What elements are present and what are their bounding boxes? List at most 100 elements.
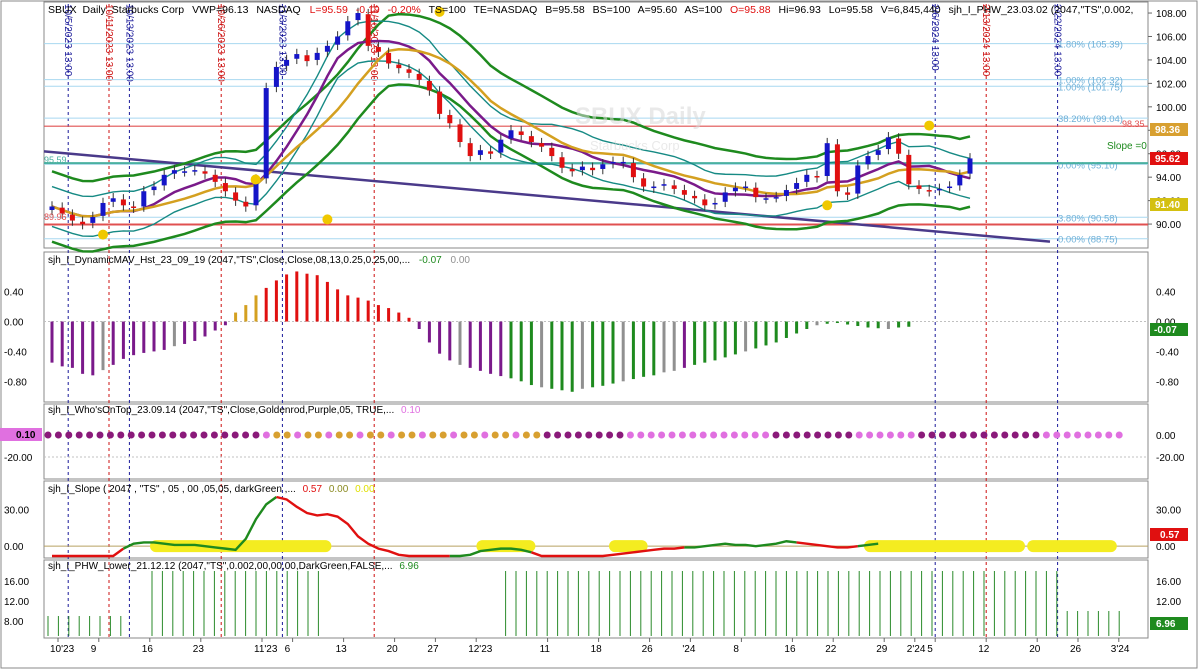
x-tick-label-6: 13 <box>336 644 348 655</box>
wot-dot-49 <box>554 431 562 439</box>
wot-dot-56 <box>626 431 634 439</box>
candle-body-69 <box>753 187 759 198</box>
wot-dot-68 <box>751 431 759 439</box>
candle-body-27 <box>324 45 330 52</box>
wot-dot-42 <box>481 431 489 439</box>
badge-slope: 0.57 <box>1150 528 1188 541</box>
candle-body-42 <box>477 150 483 155</box>
lower-tick-right-1: 12.00 <box>1156 597 1181 608</box>
hist-tick-right-0: 0.40 <box>1156 288 1176 299</box>
hist-bar-39 <box>448 321 452 361</box>
price-tick-label-1: 106.00 <box>1156 32 1187 43</box>
candle-body-7 <box>120 199 126 206</box>
hist-value-1: -0.07 <box>419 255 442 266</box>
hist-bar-64 <box>703 321 707 363</box>
goldenrod-ma-line <box>51 48 971 218</box>
wot-dot-73 <box>803 431 811 439</box>
svg-text:95.62: 95.62 <box>1155 154 1180 165</box>
svg-text:SBUX Daily Starbucks C: SBUX Daily Starbucks Corp VWP=96.13 NASD… <box>48 4 1133 16</box>
slope-pane[interactable] <box>44 495 1148 558</box>
x-tick-label-17: 29 <box>876 644 888 655</box>
hist-bar-1 <box>60 321 64 367</box>
candle-body-56 <box>620 161 626 164</box>
x-tick-label-15: 16 <box>784 644 796 655</box>
whos-on-top-pane[interactable] <box>44 431 1148 458</box>
candle-body-45 <box>508 130 514 139</box>
hist-bar-26 <box>315 275 319 322</box>
candle-body-30 <box>355 13 361 21</box>
wot-dot-100 <box>1084 431 1092 439</box>
wot-dot-17 <box>221 431 229 439</box>
wot-dot-96 <box>1042 431 1050 439</box>
hist-value-2: 0.00 <box>450 255 470 266</box>
hist-bar-35 <box>407 317 411 322</box>
slope-value-3: 0.00 <box>355 484 375 495</box>
hist-bar-83 <box>897 321 901 328</box>
x-tick-label-13: '24 <box>682 644 695 655</box>
pivot-dot-1 <box>250 174 261 185</box>
wot-dot-57 <box>637 431 645 439</box>
fib-label-5: 3.80% (90.58) <box>1058 213 1118 224</box>
candle-body-21 <box>263 88 269 179</box>
hist-bar-84 <box>907 321 911 327</box>
hist-bar-37 <box>427 321 431 343</box>
hist-bar-65 <box>713 321 717 361</box>
x-tick-label-19: 5 <box>927 644 933 655</box>
event-label-6: 2/6/2024 13:00 <box>929 4 940 71</box>
x-tick-label-23: 3'24 <box>1111 644 1130 655</box>
wot-dot-44 <box>502 431 510 439</box>
slope-seg-up-3 <box>684 540 797 549</box>
hist-bar-21 <box>264 287 268 322</box>
wot-dot-26 <box>314 431 322 439</box>
wot-dot-48 <box>543 431 551 439</box>
hist-bar-22 <box>274 280 278 322</box>
hist-title: sjh_I_DynamicMAV_Hst_23_09_19 (2047,"TS"… <box>48 255 470 266</box>
candle-body-32 <box>375 47 381 52</box>
ask: A=95.60 <box>638 4 678 16</box>
lower-value: 6.96 <box>399 561 419 572</box>
candle-body-16 <box>212 174 218 182</box>
hist-bar-66 <box>723 321 727 358</box>
candle-body-22 <box>273 66 279 87</box>
wot-dot-76 <box>834 431 842 439</box>
lower-envelope-line <box>51 83 971 253</box>
candle-body-38 <box>437 91 443 114</box>
candle-body-24 <box>294 54 300 59</box>
event-label-8: 2/22/2024 13:00 <box>1052 4 1063 77</box>
svg-text:0.57: 0.57 <box>1160 530 1180 541</box>
candle-body-54 <box>600 164 606 169</box>
hist-bar-15 <box>203 321 207 337</box>
badge-lower: 6.96 <box>1150 617 1188 630</box>
price-tick-label-4: 100.00 <box>1156 103 1187 114</box>
hist-bar-55 <box>611 321 615 384</box>
hist-bar-47 <box>529 321 533 386</box>
wot-dot-85 <box>928 431 936 439</box>
wot-dot-2 <box>65 431 73 439</box>
lower-tick-left-0: 16.00 <box>4 577 29 588</box>
wot-dot-75 <box>824 431 832 439</box>
x-tick-label-3: 23 <box>193 644 205 655</box>
price-pane[interactable]: 1.80% (105.39) 1.00% (102.32)1.00% (101.7… <box>43 6 1148 253</box>
wot-dot-69 <box>762 431 770 439</box>
hist-bar-17 <box>223 321 227 326</box>
candle-body-70 <box>763 198 769 200</box>
candle-body-86 <box>926 190 932 192</box>
hist-bar-36 <box>417 321 421 329</box>
candle-body-84 <box>906 154 912 185</box>
wot-dot-103 <box>1115 431 1123 439</box>
hist-bar-14 <box>193 321 197 341</box>
hist-bar-73 <box>795 321 799 334</box>
pivot-dot-0 <box>98 229 108 240</box>
wot-dot-11 <box>158 431 166 439</box>
histogram-pane[interactable] <box>44 271 1148 392</box>
slope-flat-zone-4 <box>1027 540 1117 553</box>
x-tick-label-5: 6 <box>285 644 291 655</box>
x-tick-label-21: 20 <box>1029 644 1041 655</box>
candle-body-68 <box>743 186 749 189</box>
candle-body-17 <box>222 183 228 192</box>
phw-lower-pane[interactable] <box>47 571 1120 636</box>
badge-wot-left: 0.10 <box>0 428 42 441</box>
x-tick-label-0: 10'23 <box>50 644 75 655</box>
svg-text:98.36: 98.36 <box>1155 125 1180 136</box>
price-tick-label-9: 90.00 <box>1156 220 1181 231</box>
